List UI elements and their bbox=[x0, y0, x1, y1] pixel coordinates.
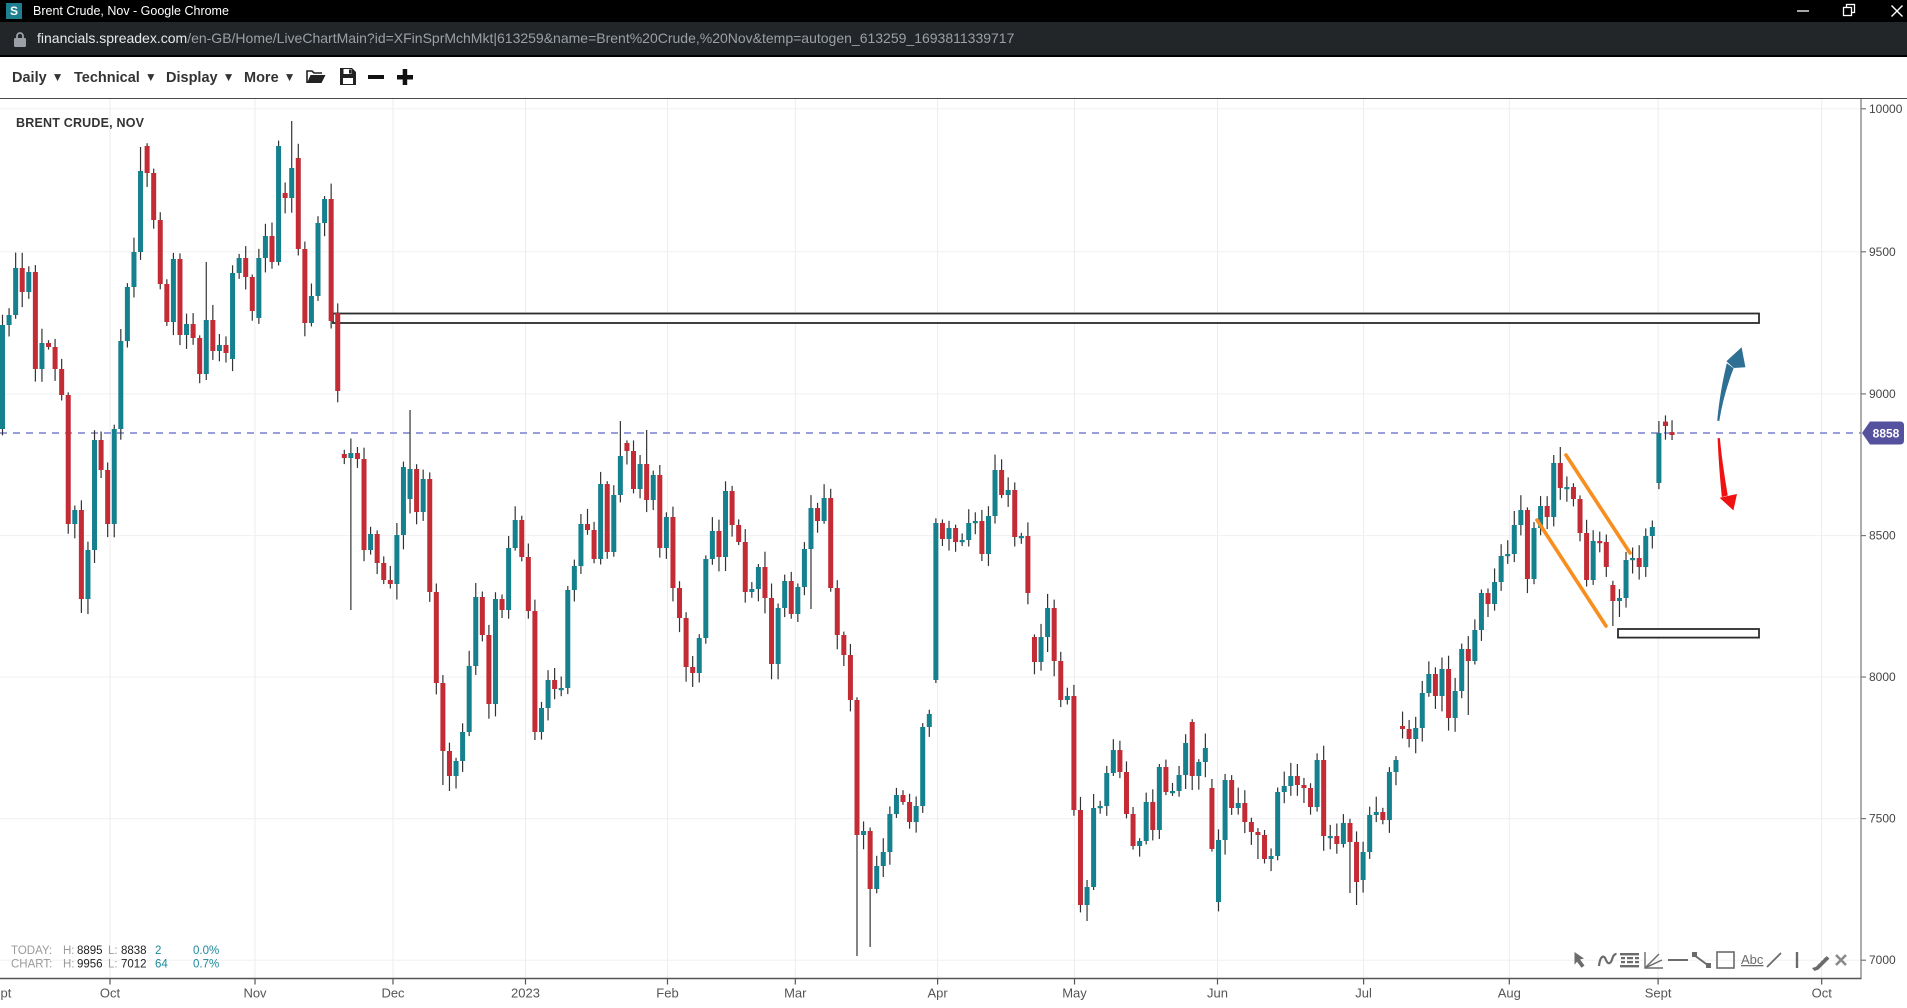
svg-text:7500: 7500 bbox=[1869, 812, 1896, 826]
svg-text:9000: 9000 bbox=[1869, 387, 1896, 401]
svg-text:2: 2 bbox=[155, 945, 161, 957]
svg-text:9956: 9956 bbox=[77, 959, 103, 971]
svg-text:H:: H: bbox=[63, 959, 75, 971]
svg-text:0.7%: 0.7% bbox=[193, 959, 219, 971]
svg-text:Oct: Oct bbox=[1812, 986, 1833, 1001]
svg-text:BRENT CRUDE, NOV: BRENT CRUDE, NOV bbox=[16, 116, 145, 130]
svg-text:7012: 7012 bbox=[121, 959, 147, 971]
svg-text:64: 64 bbox=[155, 959, 168, 971]
svg-text:TODAY:: TODAY: bbox=[11, 945, 52, 957]
svg-text:Mar: Mar bbox=[784, 986, 807, 1001]
svg-text:Apr: Apr bbox=[927, 986, 948, 1001]
svg-text:Feb: Feb bbox=[656, 986, 678, 1001]
svg-text:8000: 8000 bbox=[1869, 670, 1896, 684]
svg-text:Dec: Dec bbox=[381, 986, 405, 1001]
svg-text:0.0%: 0.0% bbox=[193, 945, 219, 957]
svg-text:Aug: Aug bbox=[1498, 986, 1521, 1001]
svg-text:Nov: Nov bbox=[243, 986, 267, 1001]
svg-text:8838: 8838 bbox=[121, 945, 147, 957]
svg-text:7000: 7000 bbox=[1869, 953, 1896, 967]
svg-text:L:: L: bbox=[108, 945, 118, 957]
svg-text:8500: 8500 bbox=[1869, 529, 1896, 543]
svg-text:Oct: Oct bbox=[100, 986, 121, 1001]
svg-text:Sept: Sept bbox=[1645, 986, 1672, 1001]
svg-text:8895: 8895 bbox=[77, 945, 103, 957]
svg-text:Jul: Jul bbox=[1355, 986, 1372, 1001]
svg-text:Abc: Abc bbox=[1741, 952, 1764, 967]
svg-text:Sept: Sept bbox=[0, 986, 12, 1001]
svg-text:L:: L: bbox=[108, 959, 118, 971]
svg-text:May: May bbox=[1062, 986, 1087, 1001]
svg-text:2023: 2023 bbox=[511, 986, 540, 1001]
svg-text:8858: 8858 bbox=[1873, 427, 1900, 441]
svg-text:9500: 9500 bbox=[1869, 245, 1896, 259]
svg-text:CHART:: CHART: bbox=[11, 959, 52, 971]
svg-text:H:: H: bbox=[63, 945, 75, 957]
svg-text:10000: 10000 bbox=[1869, 102, 1903, 116]
svg-text:Jun: Jun bbox=[1207, 986, 1228, 1001]
